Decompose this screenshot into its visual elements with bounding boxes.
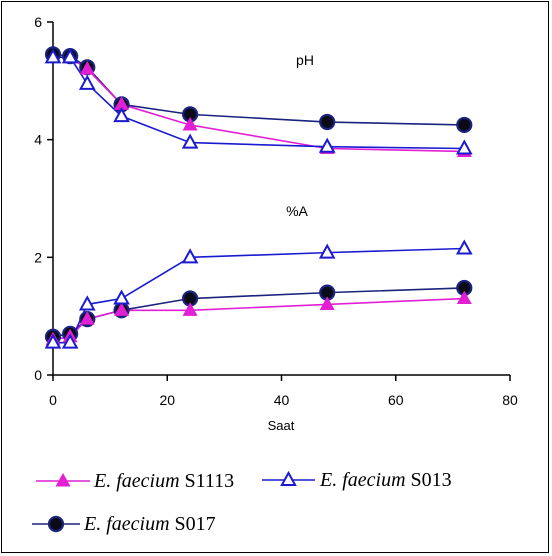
legend-label-s017-strain: S017 [170,513,216,535]
series-markers [44,46,473,349]
data-point-s017-ph [456,116,473,134]
legend-label-s017: E. faecium S017 [83,513,216,535]
data-point-s017-ph [319,113,336,131]
legend-label-s1113-species: E. faecium [93,470,180,492]
data-point-s1113-acidity [79,311,95,325]
legend: E. faecium S1113 E. faecium S013 E. faec… [32,469,452,535]
data-point-s1113-ph [79,61,95,75]
chart-labels: pH %A Saat [268,52,314,433]
y-tick-label: 0 [34,367,42,383]
x-tick-label: 80 [502,392,518,408]
series-lines [52,53,465,344]
data-point-s1113-acidity [456,290,472,305]
data-point-s013-ph [455,139,473,155]
annotation-acidity: %A [286,203,308,219]
legend-label-s013-strain: S013 [406,469,452,491]
data-point-s013-acidity [181,248,199,264]
data-point-s013-acidity [61,333,79,349]
data-point-s1113-acidity [182,302,198,316]
annotation-ph: pH [296,52,314,68]
legend-marker-s1113 [55,472,71,487]
y-tick-label: 4 [34,132,42,148]
legend-label-s013: E. faecium S013 [319,469,452,491]
legend-label-s013-species: E. faecium [319,469,406,491]
x-tick-label: 0 [49,392,57,408]
data-point-s013-ph [113,107,130,123]
series-line-s1113-acidity [52,297,465,341]
y-tick-label: 6 [34,14,42,30]
data-point-s013-ph [181,133,199,149]
data-point-s013-acidity [78,295,96,311]
data-point-s013-acidity [113,289,130,305]
data-point-s013-ph [78,74,96,90]
x-tick-label: 20 [159,392,175,408]
data-point-s013-ph [61,48,79,64]
x-axis-title: Saat [268,418,295,433]
data-point-s1113-acidity [319,296,335,310]
x-tick-label: 40 [274,392,290,408]
legend-label-s1113: E. faecium S1113 [93,470,234,492]
legend-label-s017-species: E. faecium [83,513,170,535]
data-point-s013-ph [44,48,62,64]
y-tick-label: 2 [34,249,42,265]
legend-marker-s017 [47,515,65,533]
legend-marker-s013 [280,470,297,487]
data-point-s1113-acidity [114,302,130,316]
series-line-s017-ph [52,53,465,126]
x-tick-label: 60 [388,392,404,408]
data-point-s013-ph [318,137,336,153]
axes: 0 20 40 60 80 0 2 4 6 [34,14,518,408]
data-point-s013-acidity [455,239,473,255]
legend-label-s1113-strain: S1113 [180,470,235,492]
data-point-s1113-ph [182,116,198,131]
data-point-s013-acidity [44,333,62,349]
data-point-s013-acidity [318,243,336,259]
